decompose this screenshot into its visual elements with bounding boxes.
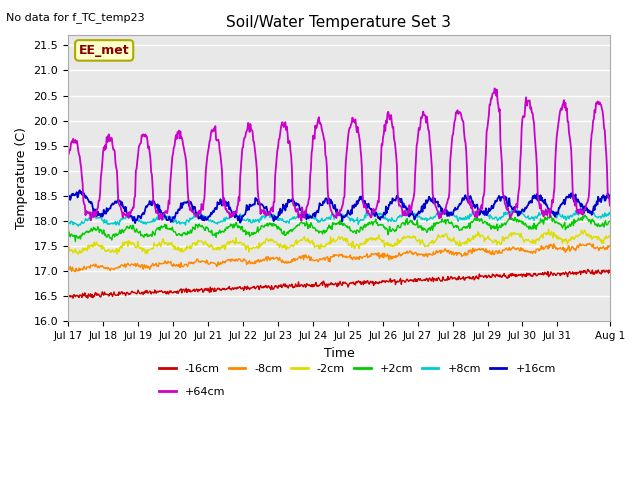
Title: Soil/Water Temperature Set 3: Soil/Water Temperature Set 3	[227, 15, 451, 30]
Text: No data for f_TC_temp23: No data for f_TC_temp23	[6, 12, 145, 23]
Text: EE_met: EE_met	[79, 44, 129, 57]
Legend: +64cm: +64cm	[155, 383, 230, 401]
X-axis label: Time: Time	[324, 347, 355, 360]
Y-axis label: Temperature (C): Temperature (C)	[15, 127, 28, 229]
